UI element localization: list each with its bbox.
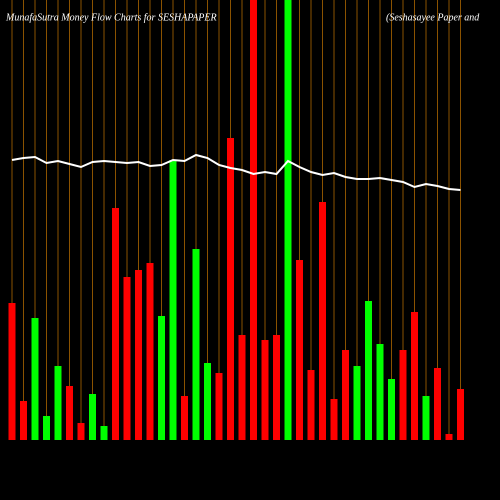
bar: [77, 423, 85, 440]
bar: [273, 335, 280, 440]
bar: [330, 399, 338, 440]
bar: [146, 263, 154, 440]
bar: [261, 340, 269, 440]
bar: [31, 318, 39, 440]
bar: [100, 426, 108, 440]
bar: [411, 312, 418, 440]
bar: [66, 386, 73, 440]
bar: [399, 350, 407, 440]
bar: [296, 260, 303, 440]
bar: [54, 366, 62, 440]
bar: [434, 368, 441, 440]
bar: [215, 373, 223, 440]
bar: [169, 160, 177, 440]
bar: [353, 366, 361, 440]
bar: [204, 363, 211, 440]
bar: [238, 335, 246, 440]
bar: [457, 389, 464, 440]
chart-title: MunafaSutra Money Flow Charts for SESHAP…: [5, 12, 217, 23]
bar: [89, 394, 96, 440]
bar: [342, 350, 349, 440]
bar: [227, 138, 234, 440]
bar: [388, 379, 395, 440]
bar: [112, 208, 119, 440]
bar: [181, 396, 188, 440]
bar: [135, 270, 142, 440]
bar: [376, 344, 384, 440]
bar: [8, 303, 16, 440]
bar: [422, 396, 430, 440]
bar: [250, 0, 257, 440]
bar: [123, 277, 131, 440]
money-flow-line: [11, 153, 461, 191]
bar: [445, 434, 453, 440]
chart-subtitle: (Seshasayee Paper and: [386, 12, 480, 23]
bar: [158, 316, 165, 440]
bar: [192, 249, 200, 440]
bar: [284, 0, 292, 440]
bar: [43, 416, 50, 440]
bar: [319, 202, 326, 440]
bar: [20, 401, 27, 440]
bar: [365, 301, 372, 440]
bar: [307, 370, 315, 440]
